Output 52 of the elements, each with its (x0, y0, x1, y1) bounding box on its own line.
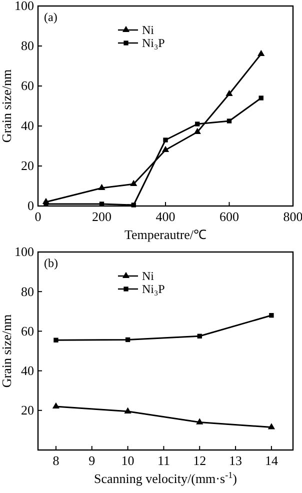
point (42, 198, 50, 204)
point (226, 118, 232, 124)
point (131, 202, 136, 208)
x-tick-label: 8 (52, 453, 60, 468)
y-tick-label: 20 (21, 158, 34, 174)
legend-label: Ni (142, 23, 155, 37)
x-axis-title: Temperautre/℃ (124, 227, 207, 242)
x-tick-label: 9 (88, 453, 96, 468)
annotation: (a) (44, 10, 58, 24)
annotation: (b) (44, 256, 58, 270)
point (98, 184, 106, 190)
point (258, 96, 264, 100)
point (163, 138, 168, 142)
y-axis-title: Grain size/nm (0, 314, 14, 388)
point (52, 402, 60, 408)
y-tick-label: 60 (21, 78, 34, 94)
legend-label: Ni₃P (142, 36, 166, 50)
point (226, 90, 233, 96)
y-tick-label: 80 (21, 38, 34, 54)
x-tick-label: 12 (193, 453, 206, 468)
y-tick-label: 80 (21, 284, 34, 299)
y-tick-label: 100 (14, 244, 34, 260)
y-axis-title: Grain size/nm (0, 69, 14, 143)
point (125, 337, 130, 342)
x-tick-label: 13 (229, 453, 242, 468)
x-tick-label: 600 (220, 209, 239, 224)
x-tick-label: 400 (156, 209, 176, 224)
y-tick-label: 40 (21, 118, 34, 134)
point (195, 122, 200, 126)
y-tick-label: 40 (21, 362, 34, 378)
point (258, 50, 265, 56)
x-tick-label: 14 (264, 453, 278, 468)
point (124, 407, 132, 414)
point (54, 338, 58, 342)
x-tick-label: 800 (283, 209, 302, 224)
point (196, 418, 204, 424)
y-tick-label: 60 (21, 323, 34, 338)
legend-label: Ni₃P (142, 282, 166, 296)
point (268, 423, 276, 430)
x-axis-title: Scanning velocity/(mm·s$^{-1}$) (94, 470, 237, 486)
x-tick-label: 11 (157, 453, 170, 468)
x-tick-label: 200 (92, 209, 112, 224)
x-tick-label: 10 (121, 453, 134, 468)
point (162, 146, 170, 152)
y-tick-label: 20 (21, 402, 34, 418)
y-tick-label: 100 (14, 0, 34, 14)
point (197, 334, 202, 338)
point (194, 128, 201, 134)
point (269, 313, 274, 318)
point (130, 180, 138, 186)
legend-label: Ni (142, 269, 155, 283)
y-tick-label: 0 (28, 198, 34, 214)
